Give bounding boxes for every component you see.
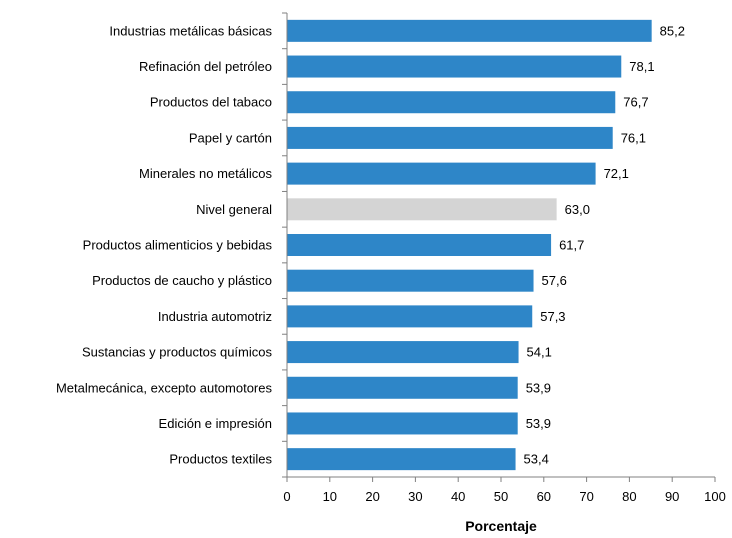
- x-tick-label-40: 40: [451, 489, 465, 504]
- value-label-sustancias-y-productos-quimicos: 54,1: [527, 345, 552, 360]
- x-tick-label-0: 0: [283, 489, 290, 504]
- bar-refinacion-del-petroleo: [287, 55, 622, 78]
- value-label-productos-alimenticios-y-bebidas: 61,7: [559, 238, 584, 253]
- category-label-edicion-e-impresion: Edición e impresión: [159, 416, 272, 431]
- bar-industrias-metalicas-basicas: [287, 19, 652, 42]
- category-label-productos-textiles: Productos textiles: [169, 452, 272, 467]
- category-label-productos-del-tabaco: Productos del tabaco: [150, 95, 272, 110]
- x-tick-label-80: 80: [622, 489, 636, 504]
- bar-productos-alimenticios-y-bebidas: [287, 234, 552, 256]
- category-label-productos-alimenticios-y-bebidas: Productos alimenticios y bebidas: [83, 238, 273, 253]
- x-tick-label-100: 100: [704, 489, 726, 504]
- value-label-productos-del-tabaco: 76,7: [623, 95, 648, 110]
- bar-metalmecanica-excepto-automotores: [287, 376, 518, 399]
- value-label-metalmecanica-excepto-automotores: 53,9: [526, 380, 551, 395]
- bar-productos-de-caucho-y-plastico: [287, 269, 534, 292]
- value-label-productos-de-caucho-y-plastico: 57,6: [542, 273, 567, 288]
- x-tick-label-60: 60: [537, 489, 551, 504]
- category-labels-group: Industrias metálicas básicas Refinación d…: [56, 23, 273, 466]
- value-label-refinacion-del-petroleo: 78,1: [629, 59, 654, 74]
- value-label-industrias-metalicas-basicas: 85,2: [660, 23, 685, 38]
- category-label-nivel-general: Nivel general: [196, 202, 272, 217]
- bar-industria-automotriz: [287, 305, 533, 328]
- category-label-industria-automotriz: Industria automotriz: [158, 309, 272, 324]
- value-label-productos-textiles: 53,4: [524, 452, 549, 467]
- value-label-minerales-no-metalicos: 72,1: [604, 166, 629, 181]
- value-label-papel-y-carton: 76,1: [621, 130, 646, 145]
- value-labels-group: 85,2 78,1 76,7 76,1 72,1 63,0 61,7 57,6 57,3 54,1…: [524, 23, 685, 466]
- bar-productos-del-tabaco: [287, 91, 616, 114]
- category-label-metalmecanica-excepto-automotores: Metalmecánica, excepto automotores: [56, 380, 273, 395]
- category-label-refinacion-del-petroleo: Refinación del petróleo: [139, 59, 272, 74]
- category-label-minerales-no-metalicos: Minerales no metálicos: [139, 166, 272, 181]
- value-label-nivel-general: 63,0: [565, 202, 590, 217]
- y-ticks-group: [282, 12, 287, 478]
- x-ticks-group: 0 10 20 30 40 50 60 70 80 90 100: [283, 477, 726, 504]
- category-label-industrias-metalicas-basicas: Industrias metálicas básicas: [109, 23, 272, 38]
- bar-edicion-e-impresion: [287, 412, 518, 435]
- x-tick-label-50: 50: [494, 489, 508, 504]
- value-label-edicion-e-impresion: 53,9: [526, 416, 551, 431]
- x-tick-label-20: 20: [365, 489, 379, 504]
- bar-papel-y-carton: [287, 126, 613, 149]
- bar-sustancias-y-productos-quimicos: [287, 341, 519, 364]
- x-axis-title: Porcentaje: [465, 518, 537, 534]
- category-label-sustancias-y-productos-quimicos: Sustancias y productos químicos: [82, 345, 273, 360]
- category-label-productos-de-caucho-y-plastico: Productos de caucho y plástico: [92, 273, 272, 288]
- x-tick-label-70: 70: [579, 489, 593, 504]
- value-label-industria-automotriz: 57,3: [540, 309, 565, 324]
- x-tick-label-30: 30: [408, 489, 422, 504]
- x-tick-label-10: 10: [323, 489, 337, 504]
- category-label-papel-y-carton: Papel y cartón: [189, 130, 272, 145]
- x-tick-label-90: 90: [665, 489, 679, 504]
- bar-minerales-no-metalicos: [287, 162, 596, 185]
- bar-nivel-general: [287, 198, 557, 221]
- bars-group: [287, 19, 652, 471]
- bar-productos-textiles: [287, 448, 516, 471]
